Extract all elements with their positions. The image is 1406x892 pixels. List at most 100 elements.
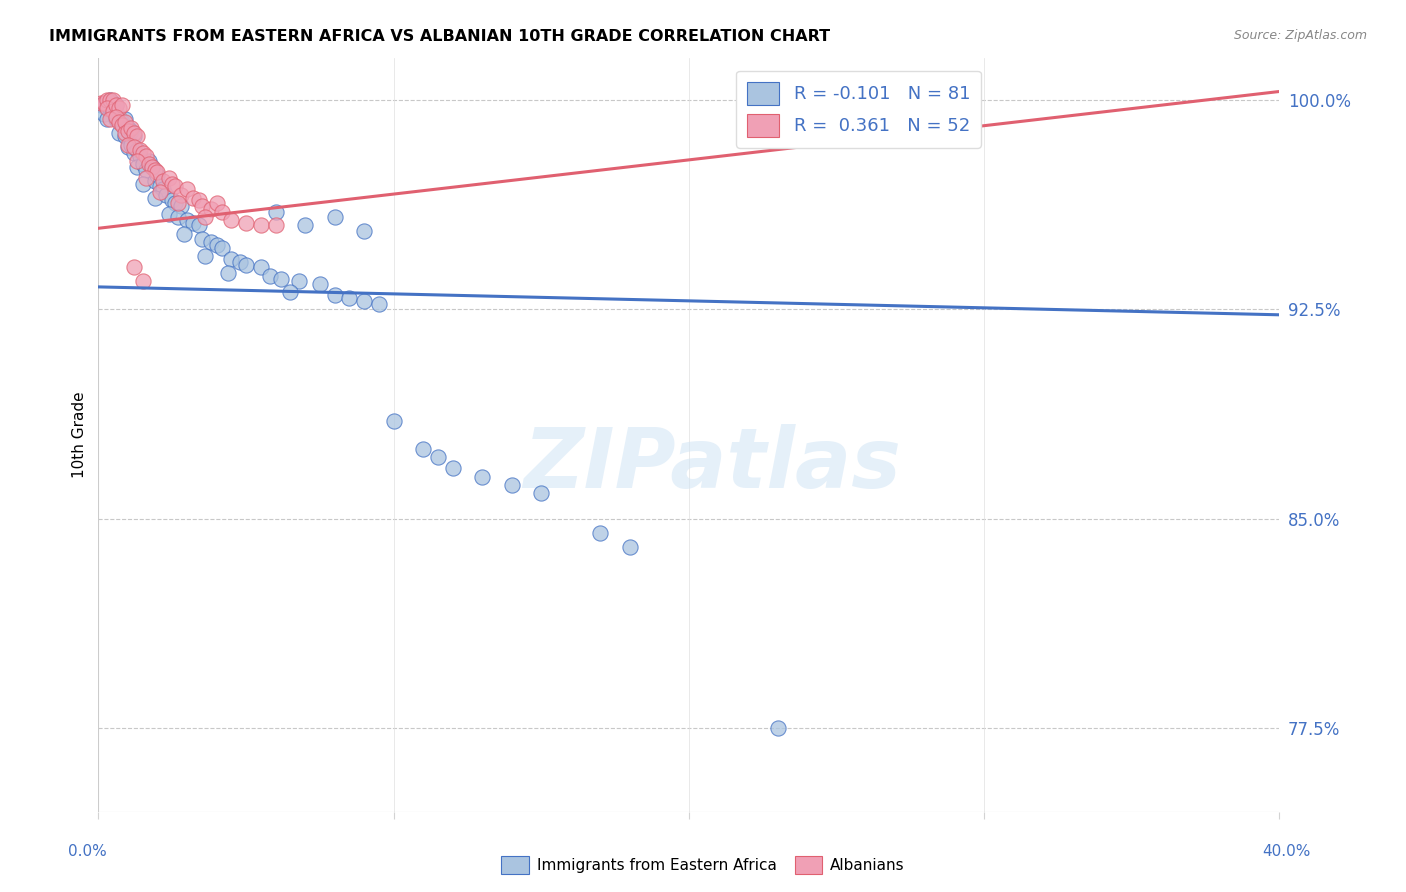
Point	[114, 129, 136, 144]
Text: 0.0%: 0.0%	[67, 845, 107, 859]
Point	[294, 219, 316, 233]
Point	[98, 93, 121, 107]
Point	[98, 93, 121, 107]
Point	[162, 194, 183, 208]
Point	[128, 149, 150, 163]
Point	[93, 95, 115, 110]
Point	[108, 115, 131, 129]
Legend: R = -0.101   N = 81, R =  0.361   N = 52: R = -0.101 N = 81, R = 0.361 N = 52	[735, 70, 981, 148]
Point	[146, 165, 169, 179]
Point	[103, 93, 125, 107]
Point	[105, 110, 128, 124]
Point	[170, 199, 193, 213]
Point	[117, 137, 139, 152]
Point	[143, 190, 166, 204]
Text: Source: ZipAtlas.com: Source: ZipAtlas.com	[1233, 29, 1367, 42]
Point	[122, 260, 145, 275]
Point	[165, 196, 187, 211]
Point	[157, 171, 180, 186]
Point	[108, 127, 131, 141]
Point	[339, 291, 361, 305]
Point	[167, 196, 190, 211]
Point	[138, 154, 160, 169]
Point	[176, 213, 198, 227]
Point	[111, 118, 134, 132]
Point	[93, 98, 115, 112]
Point	[103, 103, 125, 118]
Point	[108, 101, 131, 115]
Point	[141, 160, 163, 174]
Point	[114, 115, 136, 129]
Point	[353, 224, 375, 238]
Point	[471, 469, 494, 483]
Point	[530, 486, 553, 500]
Point	[211, 204, 233, 219]
Point	[96, 112, 118, 127]
Point	[766, 721, 789, 735]
Point	[205, 196, 228, 211]
Point	[114, 112, 136, 127]
Point	[125, 154, 148, 169]
Point	[105, 98, 128, 112]
Point	[309, 277, 332, 292]
Text: 40.0%: 40.0%	[1263, 845, 1310, 859]
Point	[205, 238, 228, 252]
Point	[143, 162, 166, 177]
Point	[165, 179, 187, 194]
Point	[125, 160, 148, 174]
Point	[90, 95, 112, 110]
Point	[194, 210, 217, 224]
Point	[250, 219, 273, 233]
Point	[200, 235, 222, 250]
Point	[120, 123, 142, 137]
Point	[93, 107, 115, 121]
Point	[105, 98, 128, 112]
Point	[128, 143, 150, 157]
Point	[111, 115, 134, 129]
Point	[122, 129, 145, 144]
Point	[441, 461, 464, 475]
Point	[221, 213, 243, 227]
Point	[111, 98, 134, 112]
Point	[117, 120, 139, 135]
Point	[264, 219, 287, 233]
Point	[280, 285, 302, 300]
Point	[90, 98, 112, 112]
Point	[132, 274, 155, 288]
Point	[211, 241, 233, 255]
Point	[270, 271, 292, 285]
Point	[155, 187, 177, 202]
Point	[120, 120, 142, 135]
Point	[122, 145, 145, 160]
Point	[149, 185, 172, 199]
Point	[187, 194, 209, 208]
Point	[132, 157, 155, 171]
Point	[589, 525, 612, 540]
Point	[235, 258, 257, 272]
Point	[138, 157, 160, 171]
Point	[187, 219, 209, 233]
Point	[108, 110, 131, 124]
Point	[125, 143, 148, 157]
Point	[250, 260, 273, 275]
Point	[135, 149, 157, 163]
Point	[111, 118, 134, 132]
Point	[96, 93, 118, 107]
Point	[170, 187, 193, 202]
Point	[132, 177, 155, 191]
Point	[167, 210, 190, 224]
Point	[191, 232, 214, 246]
Point	[264, 204, 287, 219]
Point	[141, 160, 163, 174]
Point	[149, 179, 172, 194]
Point	[181, 216, 204, 230]
Point	[501, 478, 523, 492]
Point	[96, 101, 118, 115]
Point	[229, 254, 252, 268]
Point	[162, 177, 183, 191]
Text: IMMIGRANTS FROM EASTERN AFRICA VS ALBANIAN 10TH GRADE CORRELATION CHART: IMMIGRANTS FROM EASTERN AFRICA VS ALBANI…	[49, 29, 831, 44]
Point	[114, 127, 136, 141]
Point	[259, 268, 281, 283]
Point	[152, 182, 174, 196]
Point	[157, 207, 180, 221]
